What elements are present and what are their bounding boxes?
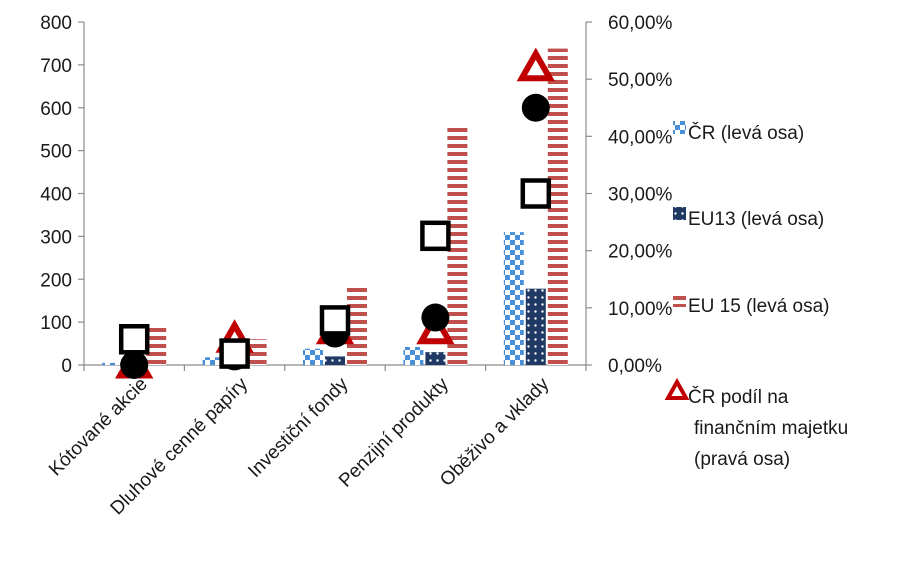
right-tick-label: 0,00% bbox=[608, 356, 662, 377]
bar bbox=[525, 288, 546, 365]
bar bbox=[146, 324, 167, 365]
square-marker bbox=[420, 220, 451, 252]
right-tick-label: 50,00% bbox=[608, 70, 673, 91]
left-tick-label: 300 bbox=[40, 227, 72, 248]
bar bbox=[425, 352, 446, 365]
circle-marker bbox=[521, 93, 550, 122]
markers bbox=[115, 47, 555, 379]
bar bbox=[347, 284, 367, 365]
right-tick-label: 30,00% bbox=[608, 185, 673, 206]
legend-label: ČR (levá osa) bbox=[688, 122, 804, 144]
legend-label: finančním majetku bbox=[694, 418, 848, 439]
right-tick-label: 10,00% bbox=[608, 299, 673, 320]
category-label: Investiční fondy bbox=[244, 373, 353, 482]
bar bbox=[503, 232, 524, 365]
bar bbox=[325, 356, 345, 365]
legend-swatch-triangle bbox=[664, 377, 690, 400]
left-tick-label: 100 bbox=[40, 313, 72, 334]
square-marker bbox=[319, 305, 351, 336]
square-marker bbox=[219, 338, 250, 369]
square-marker bbox=[520, 178, 552, 209]
legend-label: ČR podíl na bbox=[688, 386, 789, 408]
left-tick-label: 500 bbox=[40, 142, 72, 163]
bars bbox=[102, 48, 568, 366]
left-tick-label: 600 bbox=[40, 99, 72, 120]
legend-swatch bbox=[673, 294, 686, 307]
legend-label: EU13 (levá osa) bbox=[688, 209, 824, 230]
bar bbox=[303, 348, 323, 365]
left-tick-label: 0 bbox=[61, 356, 72, 377]
category-label: Penzijní produkty bbox=[335, 373, 453, 491]
bar bbox=[202, 357, 223, 365]
legend-label: EU 15 (levá osa) bbox=[688, 296, 830, 317]
left-tick-label: 200 bbox=[40, 270, 72, 291]
right-tick-label: 20,00% bbox=[608, 242, 673, 263]
right-tick-label: 40,00% bbox=[608, 127, 673, 148]
circle-marker bbox=[120, 351, 149, 379]
bar bbox=[102, 362, 123, 365]
axes: 0 100 200 300 400 500 600 700 800 0,00% 10,00% 20,0… bbox=[40, 13, 672, 519]
triangle-marker bbox=[516, 47, 555, 82]
legend-swatch bbox=[673, 121, 686, 134]
left-tick-label: 400 bbox=[40, 185, 72, 206]
bar bbox=[447, 124, 468, 366]
category-label: Kótované akcie bbox=[45, 374, 152, 481]
legend-label: (pravá osa) bbox=[694, 449, 790, 470]
bar bbox=[403, 346, 424, 365]
bar bbox=[246, 339, 267, 365]
left-tick-label: 800 bbox=[40, 13, 72, 34]
right-tick-label: 60,00% bbox=[608, 13, 673, 34]
category-label: Oběživo a vklady bbox=[436, 373, 554, 491]
bar bbox=[547, 48, 568, 366]
legend-swatch bbox=[673, 207, 686, 220]
square-marker bbox=[118, 324, 150, 355]
legend: ČR (levá osa) EU13 (levá osa) EU 15 (levá … bbox=[664, 121, 848, 470]
circle-marker bbox=[421, 303, 450, 332]
left-tick-label: 700 bbox=[40, 56, 72, 77]
